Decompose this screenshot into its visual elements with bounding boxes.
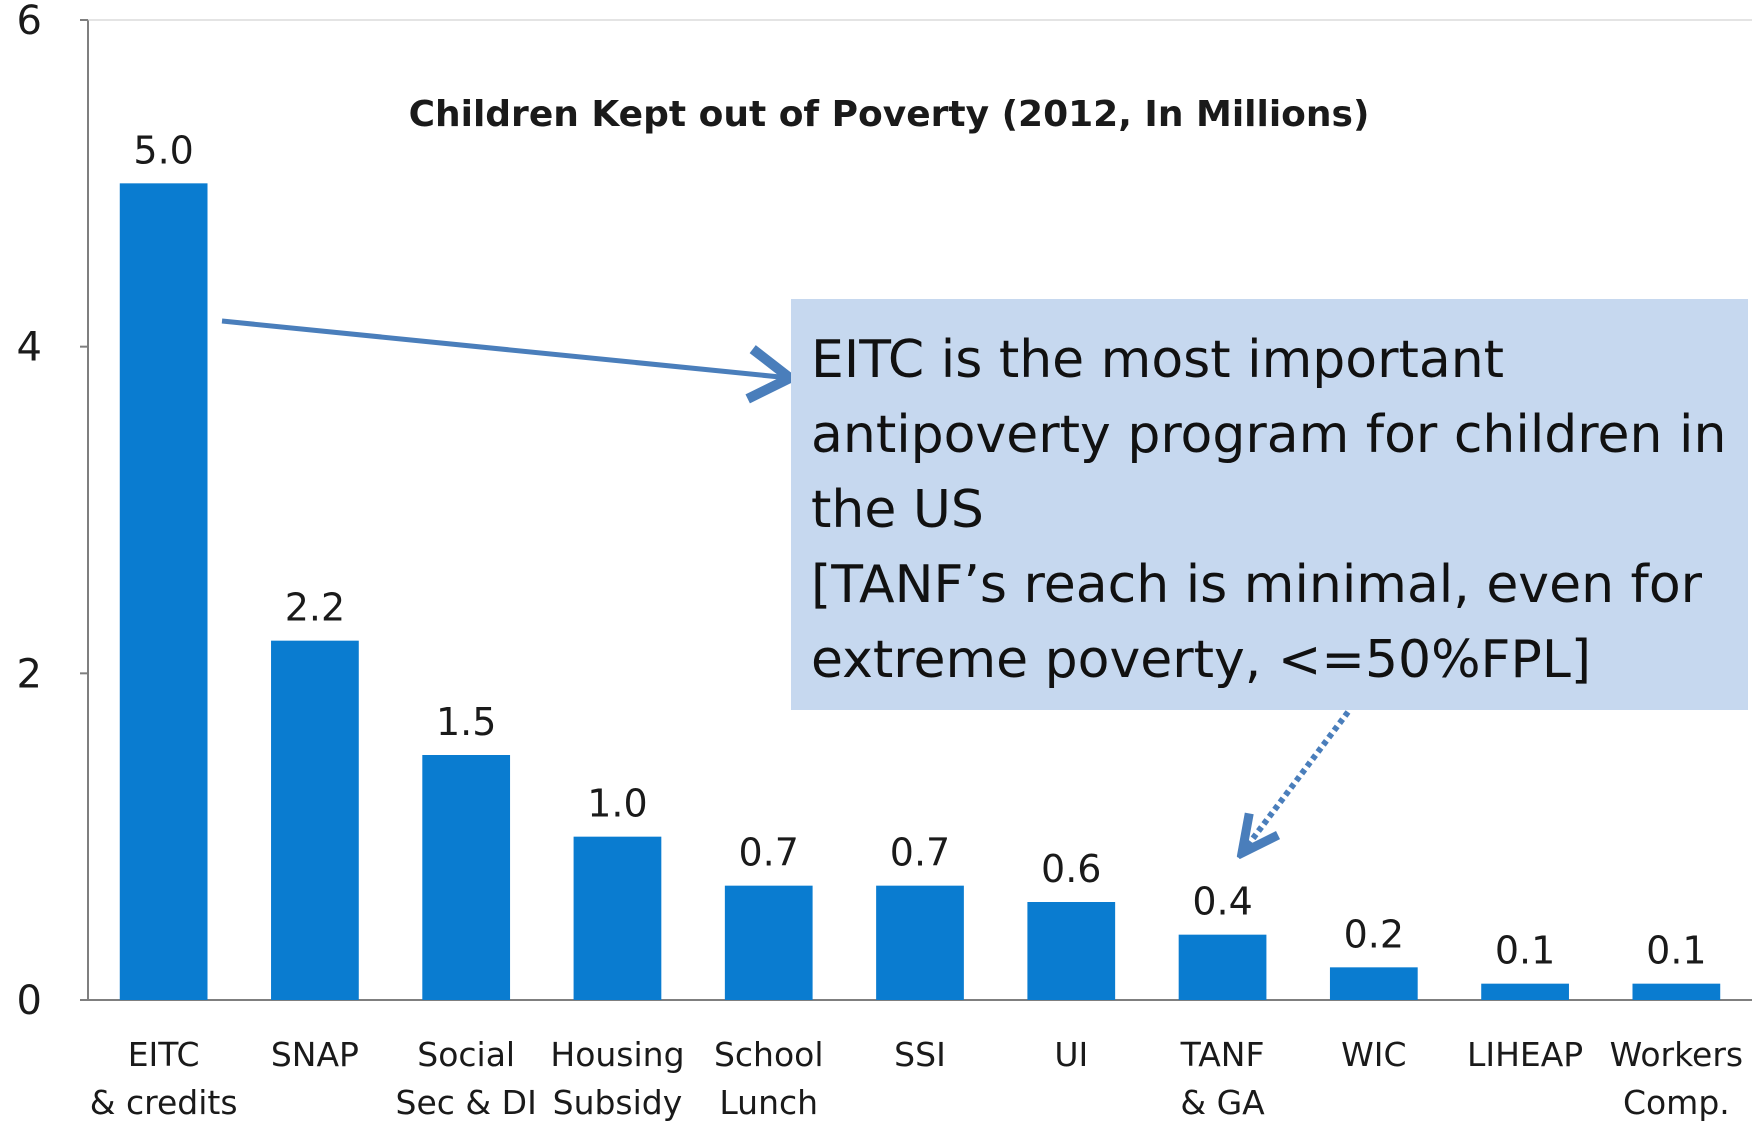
x-tick-label: Social xyxy=(417,1035,515,1074)
x-tick-label: SNAP xyxy=(271,1035,359,1074)
data-label: 0.7 xyxy=(739,831,799,875)
data-label: 2.2 xyxy=(285,586,345,630)
eitc-pointer-arrow xyxy=(221,318,800,404)
x-tick-label: TANF xyxy=(1180,1035,1265,1074)
bars xyxy=(119,183,1721,1001)
data-label: 1.0 xyxy=(587,782,647,826)
x-tick-label: School xyxy=(714,1035,824,1074)
y-ticks: 0 2 4 6 xyxy=(17,0,88,1024)
x-tick-label: Sec & DI xyxy=(396,1083,537,1121)
x-tick-label: Workers xyxy=(1610,1035,1743,1074)
data-label: 1.5 xyxy=(436,700,496,744)
bar xyxy=(1632,983,1721,1000)
data-labels: 5.0 2.2 1.5 1.0 0.7 0.7 0.6 0.4 0.2 0.1 0.1 xyxy=(133,128,1706,972)
data-label: 0.6 xyxy=(1041,847,1101,891)
x-tick-label: Comp. xyxy=(1623,1083,1730,1121)
y-tick-label: 0 xyxy=(17,978,42,1024)
x-tick-label: Lunch xyxy=(719,1083,818,1121)
x-tick-label: Housing xyxy=(550,1035,684,1074)
x-tick-label: EITC xyxy=(128,1035,200,1074)
tanf-pointer-dotted-arrow xyxy=(1242,710,1351,853)
x-tick-label: & GA xyxy=(1180,1083,1265,1121)
x-tick-label: & credits xyxy=(90,1083,238,1121)
data-label: 5.0 xyxy=(133,128,193,172)
data-label: 0.2 xyxy=(1344,912,1404,956)
y-tick-label: 4 xyxy=(17,325,42,371)
bar xyxy=(119,183,208,1001)
bar xyxy=(876,885,964,1000)
y-tick-label: 6 xyxy=(17,0,42,44)
x-tick-label: UI xyxy=(1054,1035,1088,1074)
bar xyxy=(1027,902,1116,1000)
data-label: 0.7 xyxy=(890,831,950,875)
callout-box: EITC is the most important antipoverty p… xyxy=(791,299,1748,710)
data-label: 0.4 xyxy=(1192,880,1252,924)
bar xyxy=(1481,983,1569,1000)
x-tick-label: WIC xyxy=(1341,1035,1406,1074)
chart-title: Children Kept out of Poverty (2012, In M… xyxy=(409,94,1370,135)
data-label: 0.1 xyxy=(1646,929,1706,973)
x-tick-label: Subsidy xyxy=(553,1083,683,1121)
bar xyxy=(1329,967,1418,1000)
x-tick-labels: EITC & credits SNAP Social Sec & DI Housing Su… xyxy=(90,1035,1743,1121)
data-label: 0.1 xyxy=(1495,929,1555,973)
y-tick-label: 2 xyxy=(17,651,42,697)
bar xyxy=(1178,934,1267,1000)
bar xyxy=(422,755,511,1000)
x-tick-label: LIHEAP xyxy=(1467,1035,1583,1074)
bar xyxy=(724,885,813,1000)
x-tick-label: SSI xyxy=(894,1035,946,1074)
bar xyxy=(271,640,359,1000)
bar xyxy=(573,836,662,1000)
